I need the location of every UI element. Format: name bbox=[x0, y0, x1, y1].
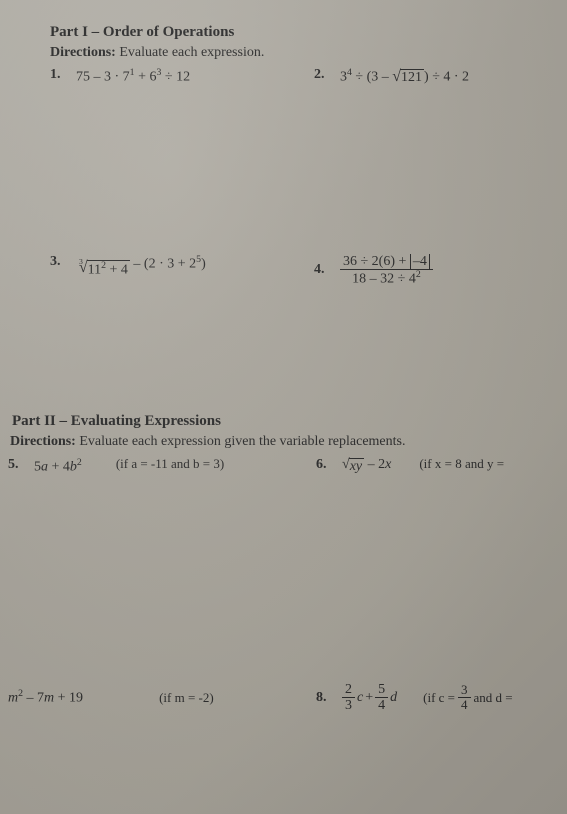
problem-7: m2 – 7m + 19 bbox=[8, 688, 83, 707]
problem-number: 3. bbox=[50, 254, 68, 270]
problem-2: 2. 34 ÷ (3 – √121) ÷ 4 · 2 bbox=[314, 67, 561, 86]
part2-title: Part II – Evaluating Expressions bbox=[12, 413, 561, 430]
condition-6: (if x = 8 and y = bbox=[419, 456, 504, 472]
directions-text: Evaluate each expression. bbox=[119, 45, 264, 60]
directions-label: Directions: bbox=[50, 45, 116, 60]
row-5-6: 5. 5a + 4b2 (if a = -11 and b = 3) 6. √x… bbox=[6, 456, 561, 476]
row-3-4: 3. 3√112 + 4 – (2 · 3 + 25) 4. 36 ÷ 2(6)… bbox=[6, 254, 561, 287]
row-7-8: m2 – 7m + 19 (if m = -2) 8. 23c + 54d (i… bbox=[6, 682, 561, 714]
condition-5: (if a = -11 and b = 3) bbox=[116, 456, 224, 472]
row-1-2: 1. 75 – 3 · 71 + 63 ÷ 12 2. 34 ÷ (3 – √1… bbox=[6, 67, 561, 86]
expr-4: 36 ÷ 2(6) + –4 18 – 32 ÷ 42 bbox=[340, 254, 433, 287]
directions-label: Directions: bbox=[10, 434, 76, 449]
part1-directions: Directions: Evaluate each expression. bbox=[50, 45, 561, 61]
condition-7: (if m = -2) bbox=[159, 690, 214, 706]
problem-6: 6. √xy – 2x bbox=[316, 457, 391, 474]
expr-5: 5a + 4b2 bbox=[34, 457, 82, 476]
part2: Part II – Evaluating Expressions Directi… bbox=[6, 413, 561, 713]
sqrt-icon: √121 bbox=[392, 69, 424, 85]
abs-icon: –4 bbox=[410, 254, 430, 269]
sqrt-icon: √xy bbox=[342, 458, 364, 474]
problem-8: 8. 23c + 54d bbox=[316, 682, 397, 714]
fraction: 36 ÷ 2(6) + –4 18 – 32 ÷ 42 bbox=[340, 254, 433, 287]
part2-directions: Directions: Evaluate each expression giv… bbox=[10, 434, 561, 450]
expr-7: m2 – 7m + 19 bbox=[8, 688, 83, 707]
fraction: 23 bbox=[342, 682, 355, 714]
expr-1: 75 – 3 · 71 + 63 ÷ 12 bbox=[76, 67, 190, 86]
condition-8: (if c = 34 and d = bbox=[423, 683, 512, 713]
expr-3: 3√112 + 4 – (2 · 3 + 25) bbox=[76, 254, 206, 279]
problem-number: 6. bbox=[316, 457, 334, 473]
part1-title: Part I – Order of Operations bbox=[50, 24, 561, 41]
problem-number: 5. bbox=[8, 457, 26, 473]
problem-number: 1. bbox=[50, 67, 68, 83]
expr-6: √xy – 2x bbox=[342, 457, 391, 474]
problem-1: 1. 75 – 3 · 71 + 63 ÷ 12 bbox=[50, 67, 306, 86]
fraction: 34 bbox=[458, 683, 471, 713]
problem-3: 3. 3√112 + 4 – (2 · 3 + 25) bbox=[50, 254, 306, 279]
problem-number: 8. bbox=[316, 690, 334, 706]
problem-4: 4. 36 ÷ 2(6) + –4 18 – 32 ÷ 42 bbox=[314, 254, 561, 287]
expr-2: 34 ÷ (3 – √121) ÷ 4 · 2 bbox=[340, 67, 469, 86]
expr-8: 23c + 54d bbox=[342, 682, 397, 714]
cuberoot-icon: 3√112 + 4 bbox=[76, 260, 130, 278]
directions-text: Evaluate each expression given the varia… bbox=[79, 434, 405, 449]
problem-number: 4. bbox=[314, 262, 332, 278]
worksheet-page: Part I – Order of Operations Directions:… bbox=[0, 0, 567, 814]
problem-number: 2. bbox=[314, 67, 332, 83]
problem-5: 5. 5a + 4b2 bbox=[8, 457, 82, 476]
fraction: 54 bbox=[375, 682, 388, 714]
